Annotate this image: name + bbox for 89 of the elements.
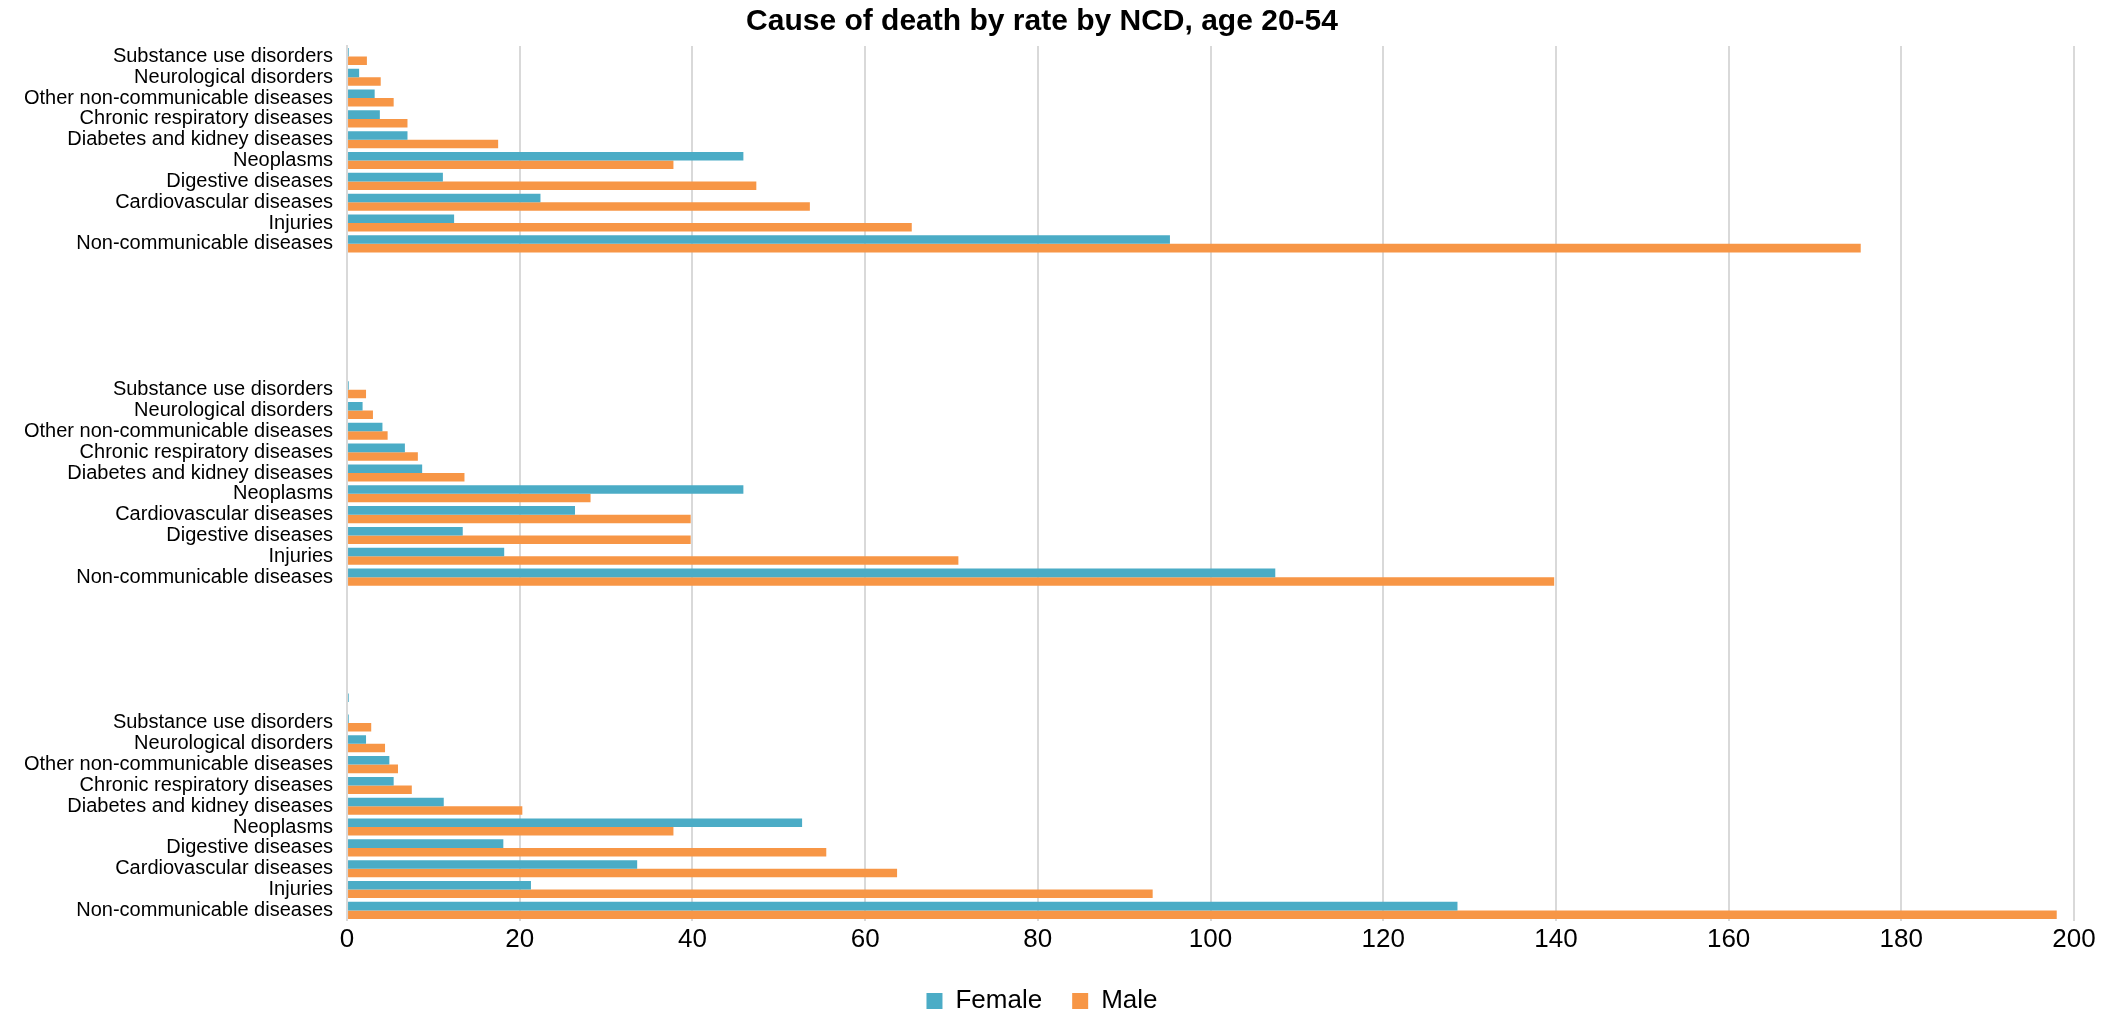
y-tick-label: Neoplasms bbox=[233, 148, 334, 171]
bar bbox=[348, 464, 423, 473]
bar bbox=[348, 889, 1153, 899]
bar bbox=[348, 847, 827, 857]
bar bbox=[348, 202, 810, 211]
y-tick-label: Chronic respiratory diseases bbox=[79, 106, 334, 129]
bar bbox=[348, 901, 1458, 911]
y-tick-label: Diabetes and kidney diseases bbox=[67, 127, 334, 150]
bar bbox=[348, 223, 912, 232]
bar bbox=[348, 535, 691, 545]
bar bbox=[348, 806, 523, 815]
y-tick-label: Digestive diseases bbox=[166, 522, 334, 545]
y-tick-label: Other non-communicable diseases bbox=[24, 752, 334, 775]
bar bbox=[348, 243, 1861, 253]
bar bbox=[348, 556, 959, 565]
y-tick-label: Cardiovascular diseases bbox=[115, 502, 334, 525]
bar bbox=[348, 89, 375, 99]
x-tick-label: 200 bbox=[2052, 922, 2096, 953]
bar bbox=[348, 431, 388, 440]
bar bbox=[348, 910, 2057, 919]
bar bbox=[348, 547, 505, 557]
y-tick-label: Substance use disorders bbox=[112, 377, 334, 400]
bar bbox=[348, 735, 367, 744]
y-tick-label: Chronic respiratory diseases bbox=[79, 439, 334, 462]
bar bbox=[348, 756, 390, 765]
bar bbox=[348, 131, 408, 140]
bar bbox=[348, 776, 394, 786]
x-tick-label: 40 bbox=[677, 922, 707, 953]
bar bbox=[348, 401, 363, 411]
bar bbox=[348, 868, 898, 878]
bar bbox=[348, 472, 465, 482]
x-tick-label: 80 bbox=[1023, 922, 1053, 953]
bar bbox=[348, 797, 444, 807]
bar bbox=[348, 722, 372, 732]
x-tick-label: 100 bbox=[1188, 922, 1233, 953]
bar bbox=[348, 410, 373, 420]
bar bbox=[348, 514, 691, 524]
bar bbox=[348, 235, 1170, 244]
y-tick-label: Neurological disorders bbox=[134, 64, 334, 87]
x-tick-label: 0 bbox=[339, 922, 355, 953]
bar bbox=[348, 785, 412, 794]
bar bbox=[348, 577, 1555, 586]
legend-label: Male bbox=[1101, 984, 1158, 1015]
bar bbox=[348, 452, 418, 461]
bar bbox=[348, 818, 803, 828]
bar bbox=[348, 214, 455, 224]
y-tick-label: Substance use disorders bbox=[112, 43, 334, 66]
bar bbox=[348, 743, 386, 753]
y-tick-label: Injuries bbox=[268, 877, 334, 900]
bar bbox=[348, 389, 367, 399]
bar bbox=[348, 68, 360, 78]
x-tick-label: 120 bbox=[1361, 922, 1405, 953]
x-tick-label: 180 bbox=[1879, 922, 1923, 953]
bar bbox=[348, 443, 405, 453]
y-tick-label: Neurological disorders bbox=[134, 731, 334, 754]
x-tick-label: 160 bbox=[1706, 922, 1751, 953]
bar bbox=[348, 860, 638, 869]
bar bbox=[348, 152, 744, 161]
x-tick-label: 60 bbox=[850, 922, 880, 953]
bar bbox=[348, 881, 531, 890]
bar bbox=[348, 568, 1276, 578]
y-tick-label: Neurological disorders bbox=[134, 398, 334, 421]
y-tick-label: Chronic respiratory diseases bbox=[79, 772, 334, 795]
y-tick-label: Injuries bbox=[268, 543, 334, 566]
bar bbox=[348, 172, 443, 182]
bar bbox=[348, 139, 499, 149]
legend-label: Female bbox=[955, 984, 1043, 1015]
x-tick-label: 20 bbox=[505, 922, 535, 953]
chart-title: Cause of death by rate by NCD, age 20-54 bbox=[746, 3, 1339, 37]
bar bbox=[348, 193, 541, 203]
bar bbox=[348, 181, 757, 190]
bar bbox=[348, 764, 398, 774]
bar bbox=[348, 839, 504, 848]
y-tick-label: Substance use disorders bbox=[112, 710, 334, 733]
bar bbox=[348, 493, 591, 503]
bar bbox=[348, 506, 575, 515]
bar bbox=[348, 485, 744, 494]
bar bbox=[348, 422, 383, 432]
bar bbox=[348, 118, 408, 128]
bar bbox=[348, 77, 381, 86]
bar bbox=[348, 98, 394, 107]
bar bbox=[348, 160, 674, 170]
bar bbox=[348, 827, 674, 836]
bar bbox=[348, 56, 367, 65]
y-tick-label: Cardiovascular diseases bbox=[115, 856, 334, 879]
bar bbox=[348, 526, 463, 536]
bar bbox=[348, 110, 380, 119]
y-tick-label: Injuries bbox=[268, 210, 334, 233]
x-tick-label: 140 bbox=[1534, 922, 1578, 953]
